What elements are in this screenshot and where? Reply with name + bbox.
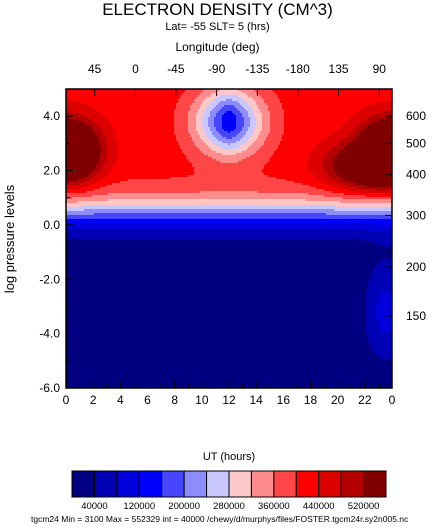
top-tick-label: -180	[286, 62, 310, 76]
right-tick-label: 300	[406, 208, 426, 222]
chart-title: ELECTRON DENSITY (CM^3)	[0, 0, 435, 20]
colorbar-swatch	[116, 470, 140, 498]
colorbar-swatch	[318, 470, 342, 498]
top-tick-label: 45	[88, 62, 102, 76]
x-tick-label: 0	[389, 393, 396, 407]
y-tick-label: -2.0	[39, 272, 60, 286]
right-tick-label: 500	[406, 136, 426, 150]
colorbar-swatch	[161, 470, 185, 498]
colorbar-label: 360000	[258, 501, 290, 512]
x-tick-label: 16	[277, 393, 291, 407]
x-tick-label: 12	[222, 393, 236, 407]
colorbar-swatch	[340, 470, 365, 498]
contour-plot	[66, 89, 392, 388]
x-tick-label: 22	[358, 393, 372, 407]
top-tick-label: -45	[167, 62, 185, 76]
x-axis-label: UT (hours)	[203, 451, 255, 463]
y-axis-label: log pressure levels	[2, 184, 17, 293]
top-tick-label: 0	[132, 62, 139, 76]
colorbar-label: 200000	[168, 501, 200, 512]
colorbar-label: 40000	[81, 501, 107, 512]
y-tick-label: -6.0	[39, 381, 60, 395]
x-tick-label: 8	[171, 393, 178, 407]
colorbar: 40000 120000 200000 280000 360000 440000 52000…	[71, 470, 387, 512]
right-tick-label: 400	[406, 168, 426, 182]
x-tick-label: 14	[249, 393, 263, 407]
right-tick-label: 150	[406, 309, 426, 323]
x-tick-label: 18	[304, 393, 318, 407]
y-tick-label: -4.0	[39, 327, 60, 341]
top-tick-label: 135	[329, 62, 349, 76]
x-tick-label: 6	[144, 393, 151, 407]
y-tick-label: 4.0	[43, 109, 60, 123]
x-tick-label: 0	[63, 393, 70, 407]
x-tick-label: 4	[117, 393, 124, 407]
colorbar-label: 520000	[348, 501, 380, 512]
top-axis-label: Longitude (deg)	[0, 40, 435, 54]
colorbar-swatch	[250, 470, 275, 498]
top-tick-label: -135	[245, 62, 269, 76]
top-tick-label: -90	[208, 62, 226, 76]
colorbar-label: 280000	[213, 501, 245, 512]
colorbar-swatch	[138, 470, 163, 498]
x-tick-label: 2	[90, 393, 97, 407]
y-axis-ticks: -6.0 -4.0 -2.0 0.0 2.0 4.0	[39, 88, 73, 395]
colorbar-swatch	[295, 470, 320, 498]
y-tick-label: 2.0	[43, 164, 60, 178]
colorbar-swatch	[71, 470, 95, 498]
top-tick-label: 90	[373, 62, 387, 76]
colorbar-swatch	[363, 470, 387, 498]
colorbar-swatch	[183, 470, 208, 498]
y-tick-label: 0.0	[43, 218, 60, 232]
colorbar-swatch	[228, 470, 252, 498]
x-tick-label: 20	[331, 393, 345, 407]
footer-text: tgcm24 Min = 3100 Max = 552329 int = 400…	[31, 514, 408, 524]
colorbar-swatch	[93, 470, 118, 498]
colorbar-label: 120000	[123, 501, 155, 512]
axis-ticks: 0 2 4 6 8 10 12 14 16 18 20 22 0-6.0-4.0-2.00.02.04.…	[39, 62, 426, 407]
right-tick-label: 200	[406, 260, 426, 274]
x-axis-ticks: 0 2 4 6 8 10 12 14 16 18 20 22 0	[63, 381, 396, 407]
x-tick-label: 10	[195, 393, 209, 407]
right-axis-ticks: 150 200 300 400 500 600	[385, 109, 426, 323]
top-axis-ticks: 45 0 -45 -90 -135 -180 135 90	[88, 62, 386, 96]
colorbar-swatch	[273, 470, 297, 498]
chart-subtitle: Lat= -55 SLT= 5 (hrs)	[0, 21, 435, 33]
colorbar-swatch	[206, 470, 230, 498]
colorbar-label: 440000	[303, 501, 335, 512]
right-tick-label: 600	[406, 109, 426, 123]
